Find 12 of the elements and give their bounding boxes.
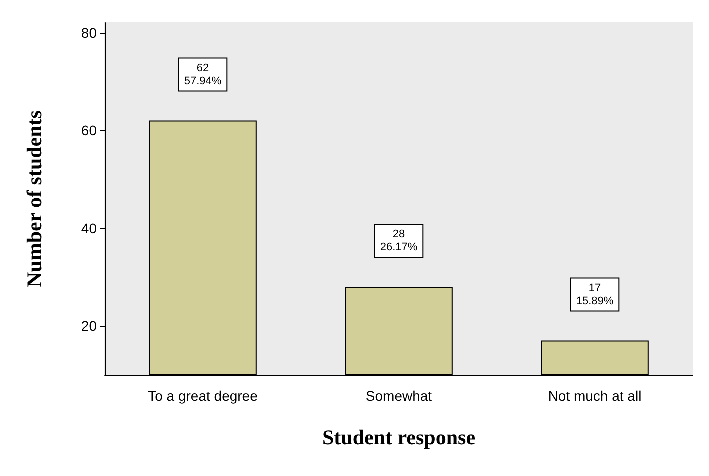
data-label: 17 15.89% [576,282,614,308]
x-tick-label: Somewhat [366,388,432,404]
data-label: 28 26.17% [380,228,418,254]
y-axis-title: Number of students [22,110,46,288]
y-tick-label: 80 [81,24,98,41]
y-tick-label: 40 [81,220,98,236]
data-label: 62 57.94% [184,62,222,88]
x-tick-label: Not much at all [548,388,642,404]
y-tick-label: 60 [81,122,98,139]
x-tick-label: To a great degree [148,388,258,404]
x-axis-title: Student response [322,426,476,450]
y-tick-label: 20 [81,318,98,334]
